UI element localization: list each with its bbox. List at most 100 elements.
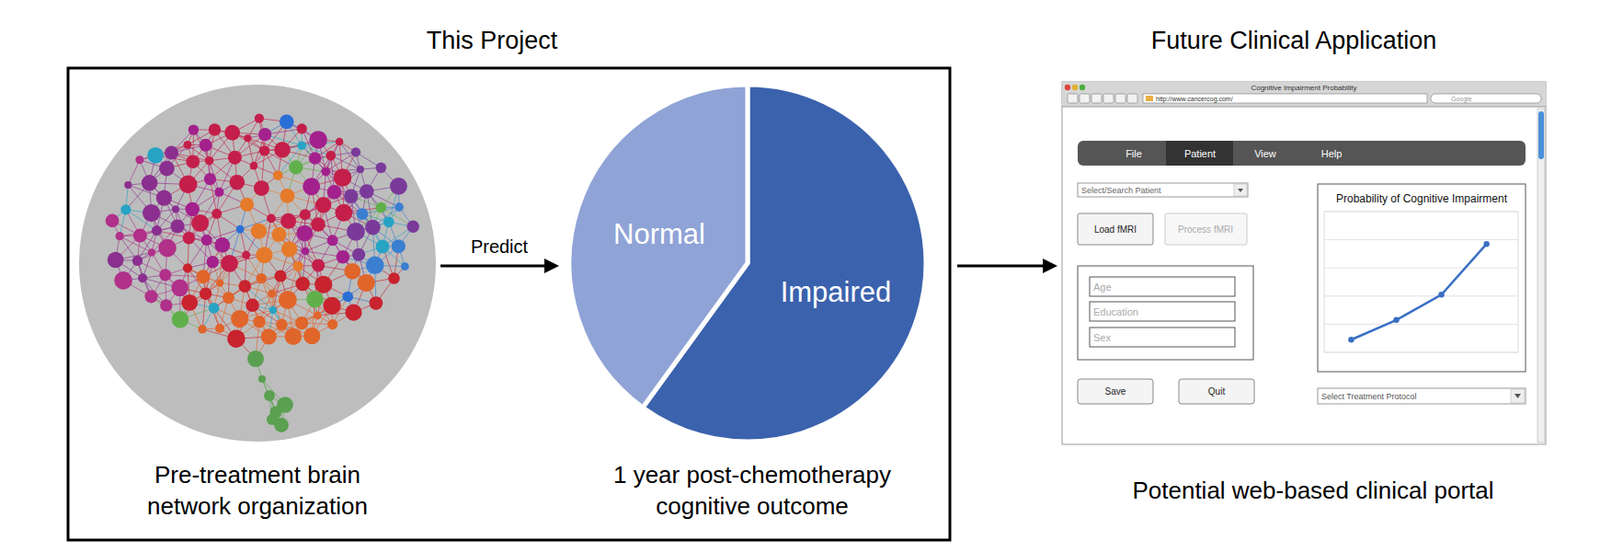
browser-window: Cognitive Impairment Probabilityhttp://w… bbox=[1062, 81, 1546, 445]
window-frame bbox=[1062, 81, 1546, 445]
brain-node bbox=[343, 189, 358, 204]
grid-line bbox=[1324, 323, 1519, 325]
button-text: Process fMRI bbox=[1177, 224, 1234, 235]
input-placeholder: Education bbox=[1093, 306, 1139, 318]
brain-node bbox=[391, 239, 406, 253]
input-field bbox=[1089, 327, 1235, 347]
input-field bbox=[1089, 276, 1235, 297]
brain-node bbox=[325, 150, 336, 161]
brain-node bbox=[355, 207, 368, 220]
caption: Potential web-based clinical portal bbox=[1131, 476, 1494, 504]
brain-node bbox=[365, 219, 381, 236]
brain-node bbox=[288, 160, 303, 174]
url-icon bbox=[1145, 95, 1154, 102]
brain-node bbox=[256, 273, 267, 284]
brain-node bbox=[310, 217, 326, 232]
diagram: This ProjectFuture Clinical ApplicationP… bbox=[0, 0, 1600, 552]
brain-node bbox=[346, 222, 366, 241]
line bbox=[1350, 243, 1486, 340]
fields-box bbox=[1077, 265, 1254, 360]
search-text: Google bbox=[1451, 95, 1473, 103]
button bbox=[1077, 213, 1154, 245]
brain-node bbox=[334, 204, 353, 222]
input-placeholder: Sex bbox=[1093, 331, 1111, 343]
brain-node bbox=[280, 213, 297, 229]
background bbox=[0, 0, 1600, 552]
grid-line bbox=[1324, 352, 1519, 354]
select-caret bbox=[1237, 188, 1244, 193]
nav-button bbox=[1067, 93, 1078, 103]
brain-node bbox=[252, 315, 266, 329]
window-title: Cognitive Impairment Probability bbox=[1250, 83, 1357, 92]
brain-node bbox=[297, 140, 307, 150]
search-field bbox=[1430, 93, 1542, 103]
select-text: Select/Search Patient bbox=[1081, 185, 1162, 195]
brain-node bbox=[343, 262, 361, 280]
brain-node bbox=[142, 204, 160, 222]
brain-node bbox=[315, 196, 332, 213]
brain-node bbox=[184, 202, 200, 218]
point bbox=[1438, 291, 1444, 298]
pie bbox=[569, 84, 926, 442]
brain-node bbox=[160, 298, 172, 311]
button-text: Load fMRI bbox=[1094, 224, 1137, 235]
brain-node bbox=[201, 234, 213, 246]
select-button bbox=[1234, 183, 1247, 196]
brain-node bbox=[181, 294, 198, 311]
brain-node bbox=[182, 262, 193, 273]
brain-node bbox=[269, 306, 277, 314]
brain-node bbox=[389, 177, 408, 195]
section-title: Future Clinical Application bbox=[1151, 26, 1438, 55]
brain-node bbox=[344, 304, 362, 321]
brain-node bbox=[306, 290, 323, 308]
arrow-shaft bbox=[440, 264, 549, 268]
brain-node bbox=[114, 271, 133, 290]
brain-node bbox=[279, 114, 295, 129]
brain-node bbox=[245, 298, 260, 313]
arrow-head bbox=[1042, 258, 1058, 274]
brain-node bbox=[254, 114, 264, 124]
scrollbar bbox=[1537, 108, 1545, 443]
select-button bbox=[1510, 388, 1525, 403]
brain-node bbox=[159, 268, 172, 281]
brain-node bbox=[148, 248, 156, 256]
brain-node bbox=[197, 324, 206, 333]
window-control bbox=[1064, 84, 1071, 91]
protocol-select bbox=[1317, 388, 1526, 404]
brain-node bbox=[182, 231, 196, 245]
brain-node bbox=[351, 147, 361, 157]
brain-node bbox=[124, 181, 132, 189]
brain-node bbox=[191, 214, 209, 232]
brain-node bbox=[182, 140, 192, 149]
brain-node bbox=[120, 204, 131, 215]
brain-node bbox=[357, 274, 376, 292]
brain-node bbox=[238, 279, 252, 293]
brain-node bbox=[214, 237, 230, 253]
brain-node bbox=[267, 289, 276, 298]
brain-node bbox=[263, 389, 275, 401]
brain-node bbox=[258, 127, 272, 141]
brain-node bbox=[394, 202, 404, 212]
plot-marks bbox=[1348, 240, 1490, 343]
brain-node bbox=[171, 205, 180, 213]
brain-node bbox=[336, 250, 351, 264]
scroll-thumb bbox=[1538, 111, 1544, 160]
brain-node bbox=[170, 218, 184, 233]
slice-label: Normal bbox=[613, 217, 706, 251]
grid-line bbox=[1324, 239, 1519, 240]
brain-node bbox=[137, 273, 148, 283]
nav-button bbox=[1127, 93, 1138, 103]
brain-node bbox=[383, 216, 395, 228]
brain-node bbox=[280, 188, 296, 204]
brain-node bbox=[133, 228, 148, 242]
brain-node bbox=[327, 319, 338, 330]
brain-node bbox=[214, 187, 224, 197]
grid-line bbox=[1324, 295, 1519, 297]
brain-node bbox=[216, 278, 224, 286]
brain-node bbox=[274, 269, 286, 282]
point bbox=[1393, 317, 1399, 323]
brain-edge bbox=[339, 141, 361, 170]
brain-node bbox=[208, 302, 220, 314]
point bbox=[1348, 336, 1354, 343]
project-frame bbox=[68, 68, 950, 540]
